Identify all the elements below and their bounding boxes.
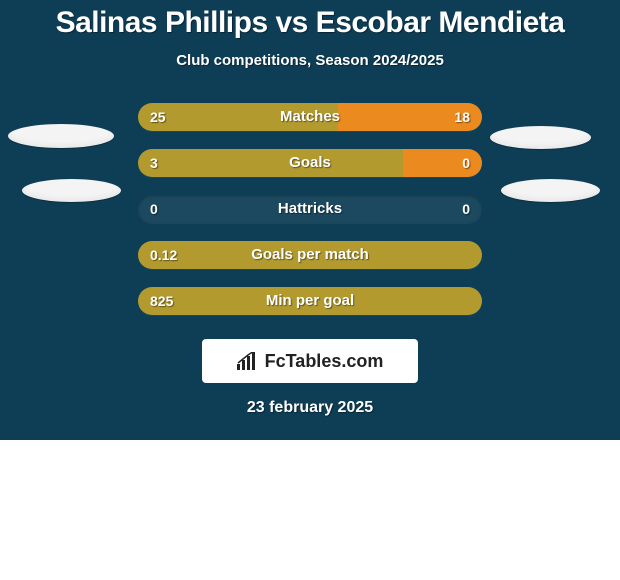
bar-right <box>403 149 482 177</box>
stat-row: 0 0Hattricks <box>138 195 482 223</box>
value-left: 825 <box>150 287 173 315</box>
bar-label: Hattricks <box>138 195 482 223</box>
comparison-canvas: Salinas Phillips vs Escobar Mendieta Clu… <box>0 0 620 440</box>
value-left: 0 <box>150 195 158 223</box>
decorative-ellipse <box>501 179 600 202</box>
bar-chart-icon <box>237 352 259 370</box>
value-left: 0.12 <box>150 241 177 269</box>
bar-left <box>138 287 482 315</box>
value-right: 0 <box>462 149 470 177</box>
logo-text: FcTables.com <box>265 351 384 372</box>
decorative-ellipse <box>8 124 114 148</box>
value-right: 0 <box>462 195 470 223</box>
date-text: 23 february 2025 <box>0 399 620 417</box>
decorative-ellipse <box>490 126 591 149</box>
bar-left <box>138 241 482 269</box>
bar-left <box>138 103 338 131</box>
stat-row: 0.12Goals per match <box>138 241 482 269</box>
logo-box: FcTables.com <box>202 339 418 383</box>
value-left: 25 <box>150 103 166 131</box>
bar-left <box>138 149 403 177</box>
stat-row: 825Min per goal <box>138 287 482 315</box>
decorative-ellipse <box>22 179 121 202</box>
value-right: 18 <box>454 103 470 131</box>
page-title: Salinas Phillips vs Escobar Mendieta <box>0 0 620 40</box>
stat-row: 30Goals <box>138 149 482 177</box>
stat-row: 2518Matches <box>138 103 482 131</box>
value-left: 3 <box>150 149 158 177</box>
subtitle: Club competitions, Season 2024/2025 <box>0 52 620 69</box>
